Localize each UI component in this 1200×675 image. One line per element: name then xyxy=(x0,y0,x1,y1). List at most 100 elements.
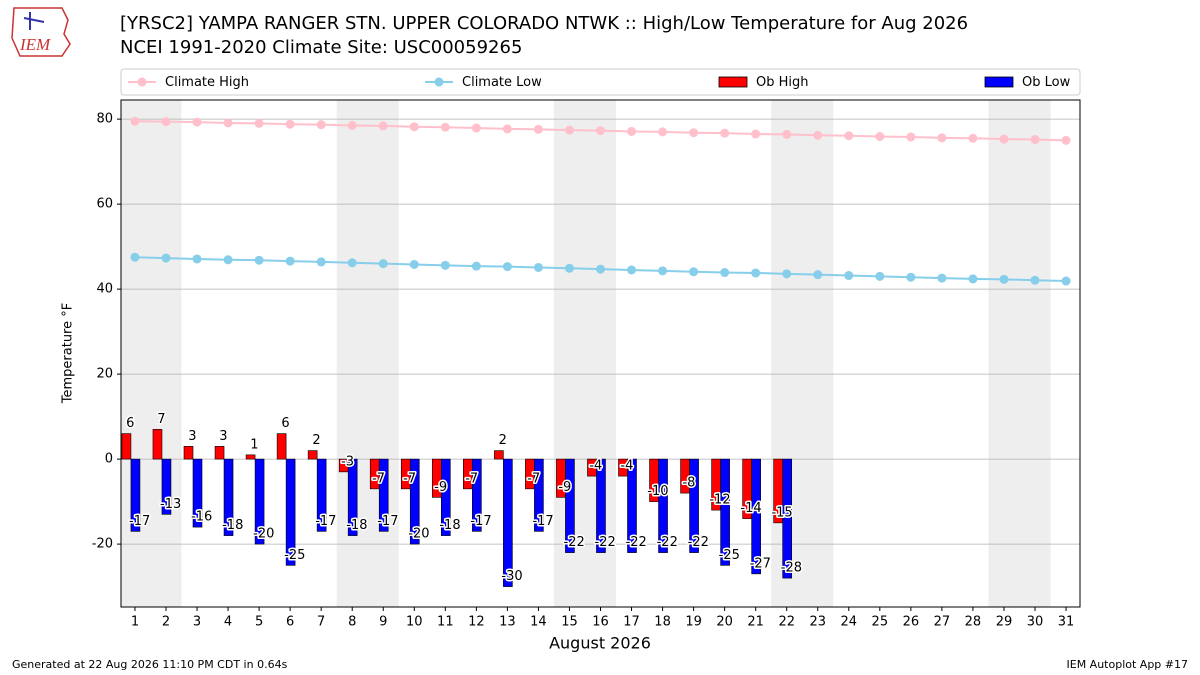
x-tick-label: 23 xyxy=(809,615,826,630)
climate-point xyxy=(751,129,761,139)
footer-right: IEM Autoplot App #17 xyxy=(1067,658,1189,671)
x-tick-label: 20 xyxy=(716,615,733,630)
value-label: 3 xyxy=(188,429,196,444)
x-tick-label: 17 xyxy=(623,615,640,630)
x-tick-label: 18 xyxy=(654,615,671,630)
climate-point xyxy=(1030,275,1040,285)
legend-swatch xyxy=(718,76,748,88)
value-label: -22 xyxy=(657,535,678,550)
climate-point xyxy=(627,265,637,275)
ob-bar xyxy=(192,458,203,528)
climate-point xyxy=(906,272,916,282)
climate-point xyxy=(999,134,1009,144)
climate-point xyxy=(968,133,978,143)
x-tick-label: 11 xyxy=(437,615,454,630)
value-label: -22 xyxy=(688,535,709,550)
climate-point xyxy=(254,118,264,128)
climate-point xyxy=(533,124,543,134)
climate-point xyxy=(689,267,699,277)
climate-point xyxy=(316,257,326,267)
climate-point xyxy=(782,129,792,139)
x-tick-label: 13 xyxy=(499,615,516,630)
climate-point xyxy=(1061,276,1071,286)
climate-point xyxy=(409,259,419,269)
legend-label: Ob Low xyxy=(1022,75,1071,90)
climate-point xyxy=(937,273,947,283)
value-label: -18 xyxy=(346,518,367,533)
value-label: -20 xyxy=(408,527,429,542)
ob-bar xyxy=(534,458,544,532)
weekend-shade xyxy=(121,100,182,607)
value-label: -3 xyxy=(341,454,354,469)
climate-point xyxy=(533,262,543,272)
x-tick-label: 21 xyxy=(747,615,764,630)
x-tick-label: 24 xyxy=(841,615,858,630)
y-tick-label: -20 xyxy=(92,537,113,552)
climate-point xyxy=(440,260,450,270)
climate-point xyxy=(378,259,388,269)
ob-bar xyxy=(751,458,761,575)
climate-point xyxy=(285,256,295,266)
legend-marker xyxy=(137,77,147,87)
ob-bar xyxy=(472,458,482,532)
x-tick-label: 29 xyxy=(996,615,1013,630)
climate-point xyxy=(161,117,171,127)
climate-point xyxy=(502,124,512,134)
value-label: 3 xyxy=(219,429,227,444)
plot-area xyxy=(121,100,1080,607)
value-label: -17 xyxy=(315,514,336,529)
climate-point xyxy=(999,274,1009,284)
climate-point xyxy=(285,119,295,129)
value-label: -9 xyxy=(558,480,571,495)
x-tick-label: 31 xyxy=(1058,615,1075,630)
climate-point xyxy=(192,117,202,127)
climate-point xyxy=(658,127,668,137)
ob-bar xyxy=(130,458,141,532)
ob-bar xyxy=(627,458,637,553)
ob-bar xyxy=(276,433,287,460)
value-label: -4 xyxy=(589,459,602,474)
x-tick-label: 2 xyxy=(162,615,170,630)
ob-bar xyxy=(347,458,358,536)
x-tick-label: 30 xyxy=(1027,615,1044,630)
value-label: -8 xyxy=(682,476,695,491)
climate-point xyxy=(968,274,978,284)
value-label: -15 xyxy=(771,505,792,520)
value-label: -17 xyxy=(377,514,398,529)
value-label: -12 xyxy=(709,493,730,508)
value-label: 6 xyxy=(281,416,289,431)
x-tick-label: 16 xyxy=(592,615,609,630)
x-tick-label: 4 xyxy=(224,615,232,630)
ob-bar xyxy=(565,458,575,553)
x-tick-label: 8 xyxy=(348,615,356,630)
x-tick-label: 22 xyxy=(778,615,795,630)
ob-bar xyxy=(409,458,420,545)
climate-point xyxy=(906,132,916,142)
legend-label: Climate High xyxy=(165,75,249,90)
climate-point xyxy=(440,122,450,132)
value-label: 7 xyxy=(157,412,165,427)
x-tick-label: 3 xyxy=(193,615,201,630)
value-label: 2 xyxy=(312,433,320,448)
ob-bar xyxy=(596,458,606,553)
climate-point xyxy=(875,271,885,281)
x-tick-label: 5 xyxy=(255,615,263,630)
x-tick-label: 12 xyxy=(468,615,485,630)
legend-swatch xyxy=(984,76,1014,88)
x-tick-label: 15 xyxy=(561,615,578,630)
climate-point xyxy=(844,271,854,281)
climate-point xyxy=(409,122,419,132)
ob-bar xyxy=(782,458,792,579)
value-label: -7 xyxy=(372,471,385,486)
value-label: -22 xyxy=(564,535,585,550)
ob-bar xyxy=(316,458,327,532)
chart-title: [YRSC2] YAMPA RANGER STN. UPPER COLORADO… xyxy=(120,13,968,34)
value-label: -25 xyxy=(284,548,305,563)
x-tick-label: 9 xyxy=(379,615,387,630)
climate-point xyxy=(1030,135,1040,145)
climate-point xyxy=(502,262,512,272)
y-axis-label: Temperature °F xyxy=(61,303,76,404)
x-tick-label: 25 xyxy=(872,615,889,630)
value-label: -27 xyxy=(750,556,771,571)
ob-bar xyxy=(307,450,318,460)
